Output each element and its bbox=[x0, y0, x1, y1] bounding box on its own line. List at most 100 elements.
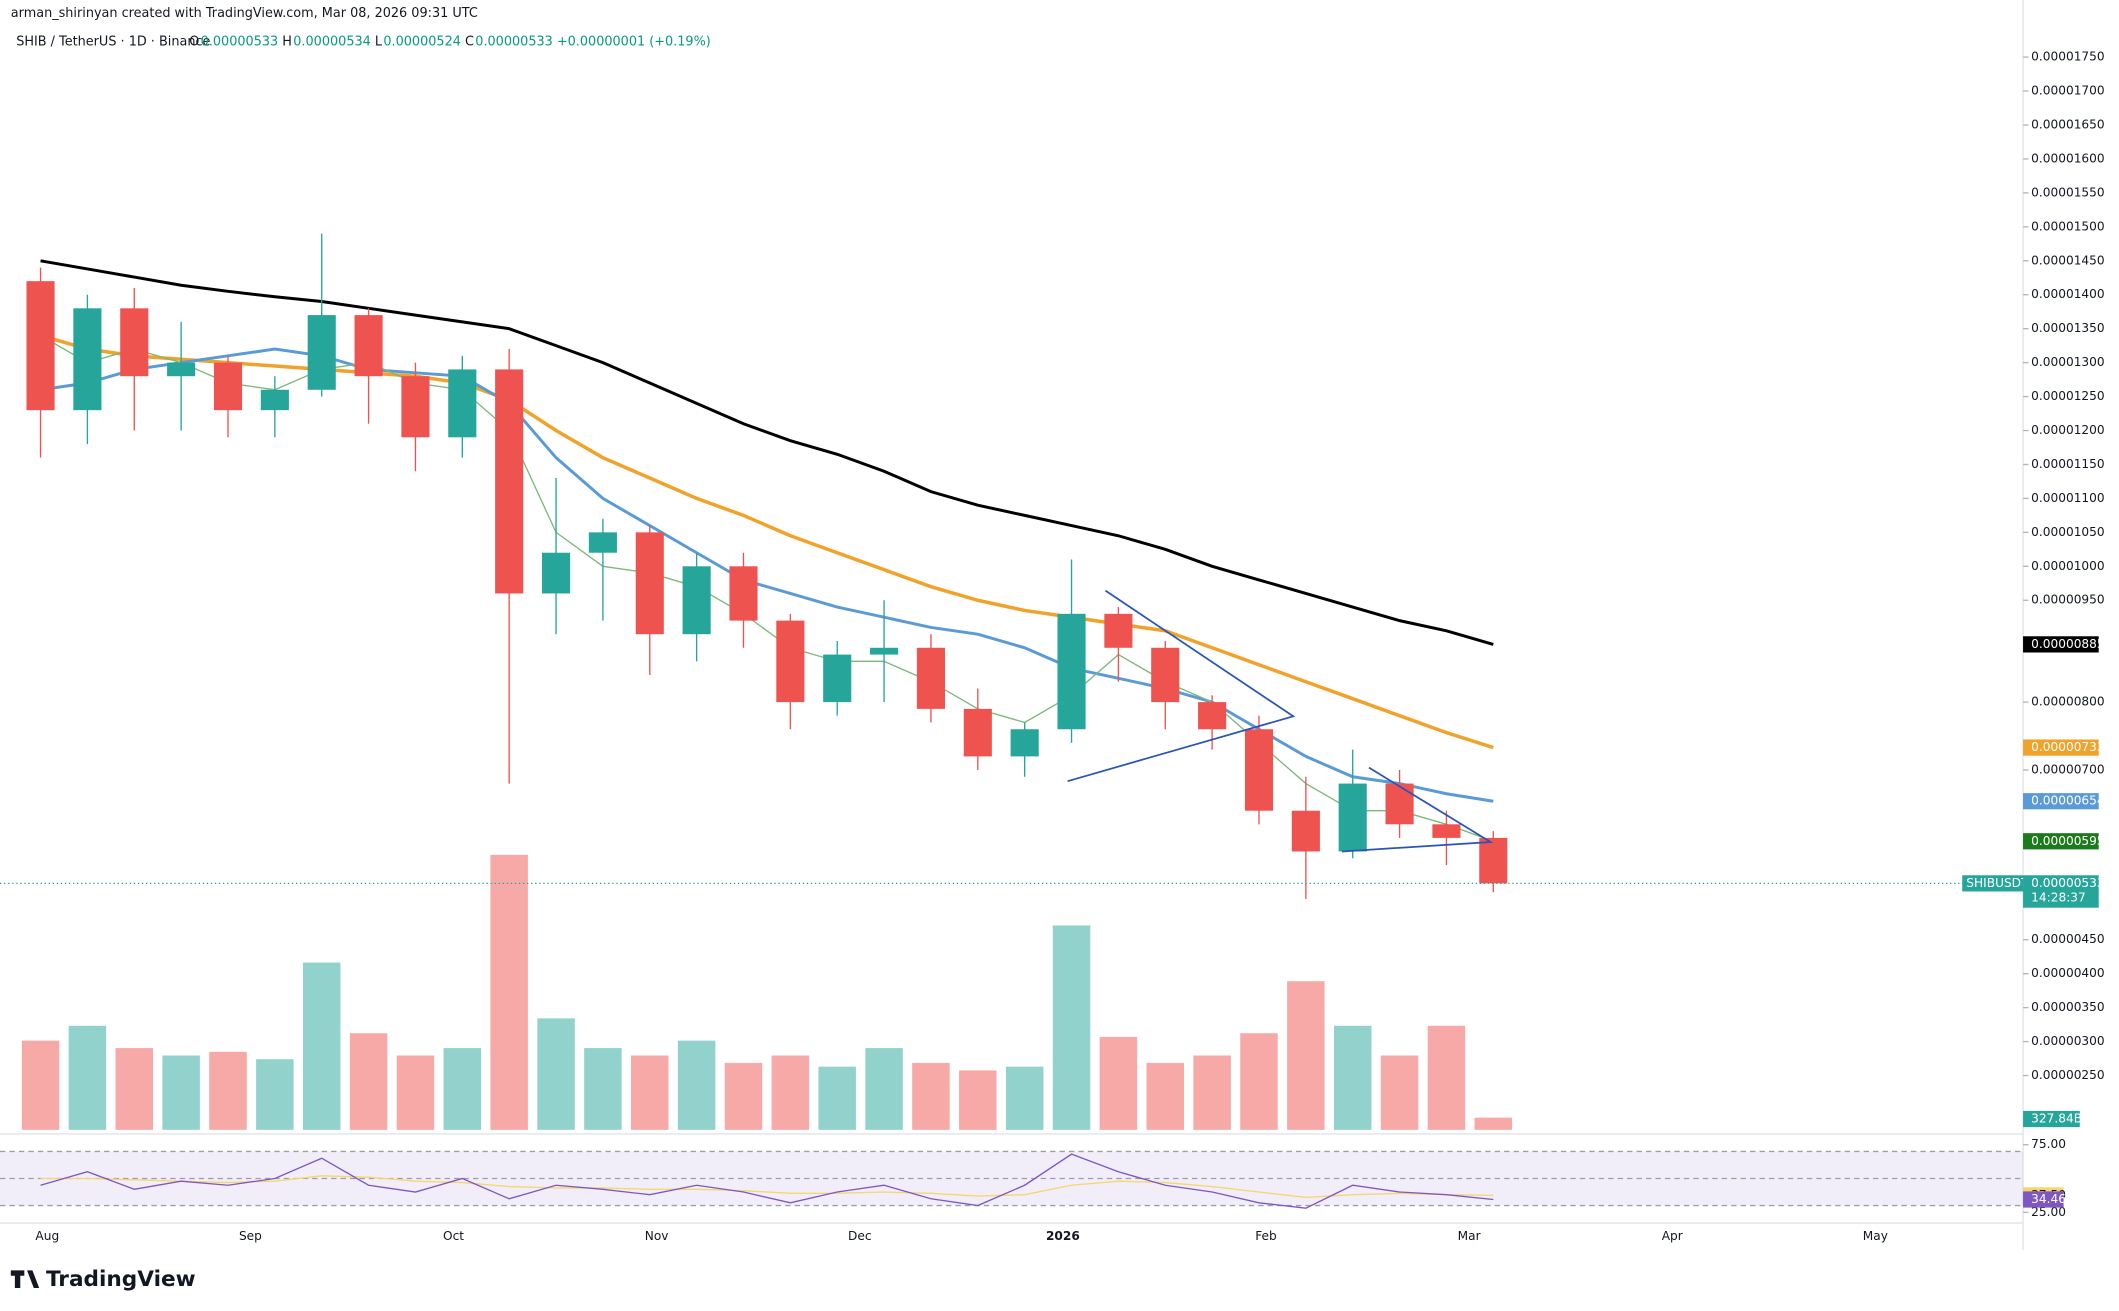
countdown: 14:28:37 bbox=[2031, 891, 2086, 905]
moving-average bbox=[40, 259, 1494, 646]
axis: 0.00001750 0.00001700 0.00001650 0.00001600… bbox=[35, 50, 2104, 1244]
candle-body bbox=[1244, 729, 1274, 811]
x-tick-label: May bbox=[1863, 1229, 1888, 1243]
y-tick-label: 0.00001150 bbox=[2031, 457, 2104, 471]
volume-bar bbox=[1193, 1055, 1231, 1130]
candle-body bbox=[729, 566, 758, 621]
ohlc-legend: O 0.00000533 H 0.00000534 L 0.00000524 C 0.0000… bbox=[189, 34, 711, 49]
ohlc-value: 0.00000534 bbox=[293, 34, 371, 49]
x-tick-label: Dec bbox=[848, 1229, 872, 1243]
ma-badge bbox=[2023, 636, 2099, 653]
y-tick-label: 0.00001450 bbox=[2031, 253, 2104, 267]
candle-body bbox=[823, 654, 852, 703]
candle-body bbox=[213, 362, 243, 411]
candle-body bbox=[870, 647, 899, 655]
volume-bar bbox=[865, 1048, 903, 1130]
volume-bar bbox=[1240, 1033, 1278, 1130]
volume-bar bbox=[443, 1048, 482, 1130]
x-tick-label: Aug bbox=[35, 1229, 59, 1243]
volume-bar bbox=[912, 1062, 950, 1130]
y-tick-label: 0.00001600 bbox=[2031, 151, 2104, 165]
volume-bar bbox=[162, 1055, 200, 1130]
volume-bar bbox=[1427, 1025, 1466, 1130]
y-tick-label: 0.00001550 bbox=[2031, 185, 2104, 199]
rsi-badge-label: 34.46 bbox=[2031, 1192, 2066, 1206]
candle-body bbox=[260, 389, 289, 411]
plot bbox=[0, 233, 2024, 1209]
candle-body bbox=[354, 315, 383, 377]
ma-badge bbox=[2023, 793, 2099, 810]
candle-body bbox=[1057, 613, 1086, 730]
volume-bar bbox=[1474, 1117, 1513, 1130]
ohlc-key: O bbox=[189, 34, 199, 49]
y-tick-label: 0.00000300 bbox=[2031, 1034, 2104, 1048]
ohlc-key: L bbox=[375, 34, 383, 49]
volume-bar bbox=[1380, 1055, 1419, 1130]
x-tick-label: 2026 bbox=[1046, 1229, 1080, 1243]
y-tick-label: 0.00000400 bbox=[2031, 966, 2104, 980]
x-tick-label: Feb bbox=[1255, 1229, 1277, 1243]
triangle bbox=[1067, 589, 1296, 783]
candle-body bbox=[167, 362, 196, 377]
volume-bar bbox=[1099, 1036, 1138, 1130]
y-tick-label: 0.00001200 bbox=[2031, 423, 2104, 437]
volume-bar bbox=[677, 1040, 716, 1130]
symbol: SHIB / TetherUS · 1D · Binance bbox=[16, 34, 210, 49]
candle-body bbox=[776, 620, 805, 703]
volume-bar bbox=[256, 1059, 294, 1130]
volume-bar bbox=[115, 1048, 154, 1130]
ma-badge-label: 0.00000654 bbox=[2031, 794, 2105, 808]
volume-bar bbox=[818, 1066, 856, 1130]
candle-body bbox=[1198, 702, 1227, 730]
volume-badge bbox=[2023, 1110, 2080, 1128]
y-tick-label: 0.00000700 bbox=[2031, 762, 2104, 776]
candle-body bbox=[26, 281, 55, 411]
volume-bar bbox=[584, 1048, 622, 1130]
y-tick-label: 0.00001400 bbox=[2031, 287, 2104, 301]
candle-body bbox=[495, 369, 524, 594]
y-tick-label: 0.00001000 bbox=[2031, 559, 2104, 573]
price-label: 0.00000533 bbox=[2031, 876, 2104, 890]
volume-bar bbox=[302, 962, 341, 1130]
volume-bar bbox=[490, 854, 528, 1130]
x-tick-label: Sep bbox=[239, 1229, 262, 1243]
ma-badge-label: 0.00000733 bbox=[2031, 740, 2104, 754]
y-tick-label: 0.00001350 bbox=[2031, 321, 2104, 335]
moving-average bbox=[40, 333, 1494, 750]
y-tick-label: 0.00001700 bbox=[2031, 84, 2104, 98]
candle-body bbox=[1432, 824, 1461, 838]
ohlc-key: C bbox=[465, 34, 474, 49]
y-tick-label: 0.00000450 bbox=[2031, 932, 2104, 946]
candle-body bbox=[635, 532, 664, 635]
volume-bar bbox=[1005, 1066, 1044, 1130]
y-tick-label: 0.00000350 bbox=[2031, 1000, 2104, 1014]
ma-badge-label: 0.00000885 bbox=[2031, 637, 2104, 651]
candle-body bbox=[448, 369, 477, 438]
volume-bar bbox=[1333, 1025, 1372, 1130]
logo-text: TradingView bbox=[46, 1267, 196, 1292]
moving-average bbox=[40, 347, 1494, 803]
credit: arman_shirinyan created with TradingView… bbox=[11, 6, 478, 21]
volume-bar bbox=[1146, 1062, 1185, 1130]
candle-body bbox=[120, 308, 149, 377]
rsi-tick-label: 25.00 bbox=[2031, 1205, 2066, 1219]
ohlc-key: H bbox=[282, 34, 292, 49]
ohlc-value: 0.00000533 bbox=[475, 34, 553, 49]
candle-body bbox=[1151, 647, 1180, 703]
triangle bbox=[1341, 766, 1494, 853]
y-tick-label: 0.00001050 bbox=[2031, 525, 2104, 539]
candle-body bbox=[1291, 810, 1320, 852]
x-tick-label: Nov bbox=[645, 1229, 669, 1243]
price-badge bbox=[2023, 875, 2099, 908]
volume-bar bbox=[771, 1055, 810, 1130]
candle-body bbox=[1338, 783, 1367, 852]
volume-bar bbox=[959, 1070, 997, 1130]
x-tick-label: Apr bbox=[1662, 1229, 1683, 1243]
y-tick-label: 0.00001300 bbox=[2031, 355, 2104, 369]
volume-bar bbox=[1052, 925, 1091, 1130]
rsi-signal bbox=[40, 1175, 1494, 1199]
volume-badge-label: 327.84B bbox=[2031, 1112, 2082, 1126]
candle-body bbox=[541, 552, 571, 594]
